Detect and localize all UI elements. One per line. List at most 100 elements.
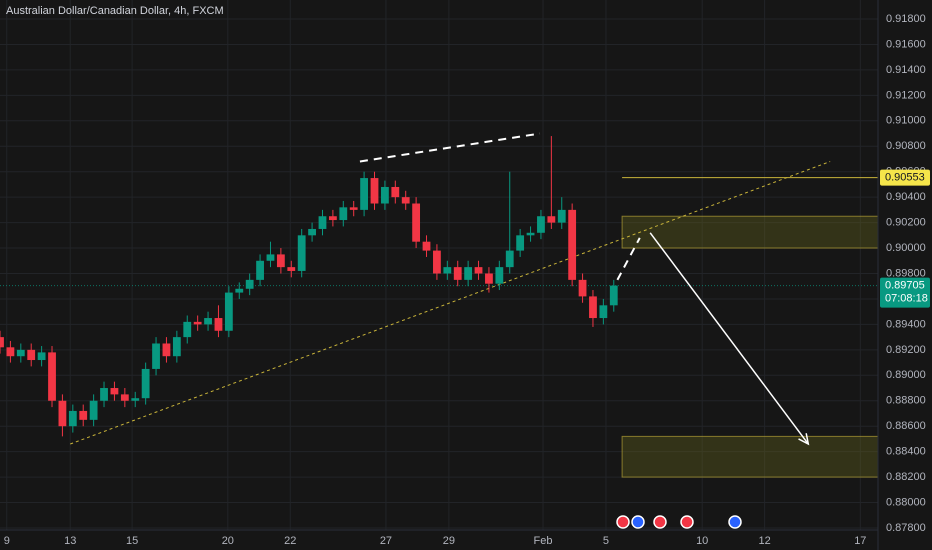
event-icons xyxy=(616,515,742,529)
candle-body xyxy=(609,285,618,306)
x-tick-label: 15 xyxy=(126,535,138,547)
candle-body xyxy=(6,347,15,357)
event-icon[interactable] xyxy=(728,515,742,529)
y-tick-label: 0.90200 xyxy=(886,217,926,229)
candle-body xyxy=(152,343,160,369)
event-icon[interactable] xyxy=(653,515,667,529)
countdown-label: 07:08:18 xyxy=(885,292,928,304)
candles xyxy=(0,136,618,437)
candle-body xyxy=(110,388,119,395)
candle-body xyxy=(308,228,316,236)
candle-body xyxy=(266,254,275,261)
y-tick-label: 0.88400 xyxy=(886,446,926,458)
arrow-line xyxy=(649,232,809,445)
candle-body xyxy=(276,254,285,268)
candle-body xyxy=(443,267,452,274)
candle-body xyxy=(422,241,431,251)
candle-body xyxy=(557,209,566,223)
candle-body xyxy=(381,186,389,204)
trend-line xyxy=(359,132,541,163)
x-tick-label: 29 xyxy=(443,535,455,547)
y-tick-label: 0.91800 xyxy=(886,13,926,25)
candle-body xyxy=(214,318,223,331)
x-tick-label: 10 xyxy=(696,535,708,547)
x-tick-label: 13 xyxy=(64,535,76,547)
candle-body xyxy=(0,337,4,348)
candle-body xyxy=(433,250,441,274)
candle-body xyxy=(578,279,587,297)
candle-body xyxy=(391,186,400,198)
candle-body xyxy=(474,267,483,274)
y-tick-label: 0.91200 xyxy=(886,89,926,101)
y-tick-label: 0.87800 xyxy=(886,522,926,534)
y-tick-label: 0.88200 xyxy=(886,471,926,483)
x-tick-label: 5 xyxy=(603,535,609,547)
event-icon[interactable] xyxy=(631,515,645,529)
x-tick-label: 12 xyxy=(758,535,770,547)
candle-body xyxy=(100,388,108,401)
y-tick-label: 0.88600 xyxy=(886,420,926,432)
drawings xyxy=(0,132,879,478)
candle-body xyxy=(516,235,525,251)
candle-body xyxy=(589,296,597,319)
x-tick-label: 27 xyxy=(380,535,392,547)
candle-body xyxy=(599,305,608,319)
candle-body xyxy=(183,321,192,338)
event-icon[interactable] xyxy=(680,515,694,529)
candle-body xyxy=(339,207,348,221)
candle-body xyxy=(89,400,98,420)
candle-body xyxy=(464,267,473,280)
level-label: 0.90553 xyxy=(885,172,925,184)
x-tick-label: 9 xyxy=(4,535,10,547)
y-tick-label: 0.90800 xyxy=(886,140,926,152)
candle-body xyxy=(120,394,129,401)
candle-body xyxy=(412,203,421,242)
candle-body xyxy=(58,400,67,427)
candle-body xyxy=(568,209,577,280)
candle-body xyxy=(235,288,244,293)
candle-body xyxy=(453,267,462,280)
candle-body xyxy=(360,178,369,210)
candle-body xyxy=(526,232,535,236)
zone xyxy=(621,215,879,249)
overlays xyxy=(649,232,810,446)
candle-body xyxy=(297,235,306,271)
candle-body xyxy=(505,250,514,268)
x-tick-label: Feb xyxy=(534,535,553,547)
candle-body xyxy=(256,260,264,280)
y-tick-label: 0.88000 xyxy=(886,496,926,508)
candle-body xyxy=(495,267,504,284)
level-label-box xyxy=(880,169,930,186)
y-tick-label: 0.90400 xyxy=(886,191,926,203)
candle-body xyxy=(27,349,36,361)
x-tick-label: 20 xyxy=(222,535,234,547)
y-tick-label: 0.91000 xyxy=(886,115,926,127)
event-icon[interactable] xyxy=(616,515,630,529)
candle-body xyxy=(349,207,358,210)
candle-body xyxy=(537,216,545,233)
y-tick-label: 0.89000 xyxy=(886,369,926,381)
candle-body xyxy=(193,321,202,325)
arrow-head xyxy=(798,433,810,446)
y-tick-label: 0.91400 xyxy=(886,64,926,76)
y-tick-label: 0.89200 xyxy=(886,344,926,356)
candle-body xyxy=(79,410,88,420)
candle-body xyxy=(328,216,337,221)
last-price-box xyxy=(880,277,930,308)
candle-body xyxy=(547,216,556,223)
candle-body xyxy=(162,343,171,357)
candle-body xyxy=(141,368,150,399)
candle-body xyxy=(287,267,296,271)
candle-body xyxy=(131,398,140,401)
y-tick-label: 0.89800 xyxy=(886,267,926,279)
x-tick-label: 22 xyxy=(284,535,296,547)
candle-body xyxy=(16,349,25,357)
last-price-label: 0.89705 xyxy=(885,279,925,291)
x-tick-label: 17 xyxy=(854,535,866,547)
zone xyxy=(621,435,879,478)
candle-body xyxy=(318,216,327,229)
candle-body xyxy=(370,178,379,204)
candle-body xyxy=(48,352,56,401)
candle-body xyxy=(245,279,254,289)
